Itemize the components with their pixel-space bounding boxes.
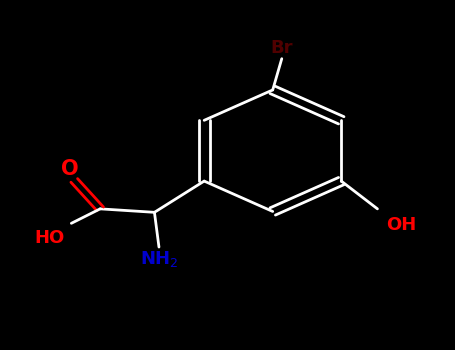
- Text: NH$_2$: NH$_2$: [140, 249, 178, 269]
- Text: O: O: [61, 159, 79, 179]
- Text: HO: HO: [34, 229, 65, 246]
- Text: OH: OH: [386, 216, 417, 234]
- Text: Br: Br: [271, 39, 293, 57]
